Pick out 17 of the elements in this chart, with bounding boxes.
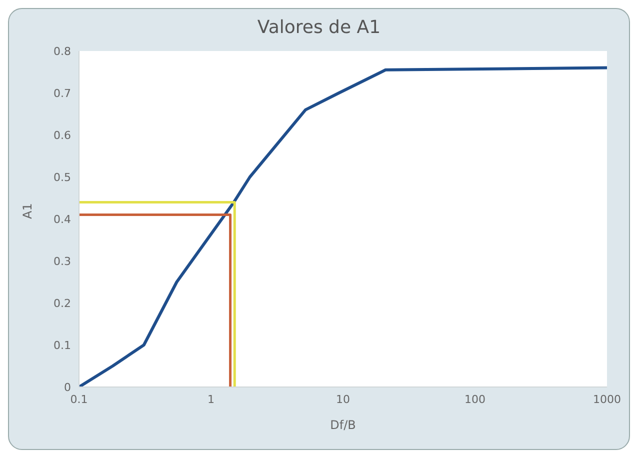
x-axis-title: Df/B	[330, 418, 356, 432]
y-tick-label: 0.3	[54, 254, 71, 268]
y-tick-label: 0.6	[54, 128, 71, 142]
x-tick-label: 0.1	[70, 392, 88, 406]
y-tick-label: 0.1	[54, 338, 71, 352]
y-tick-label: 0	[64, 380, 71, 394]
y-tick-label: 0.8	[54, 44, 71, 58]
x-tick-label: 1	[208, 392, 214, 406]
y-axis-title: A1	[20, 203, 34, 219]
y-tick-label: 0.5	[54, 170, 71, 184]
x-tick-label: 100	[464, 392, 486, 406]
chart-title: Valores de A1	[256, 16, 382, 40]
x-tick-label: 1000	[593, 392, 621, 406]
y-tick-label: 0.4	[54, 212, 71, 226]
x-tick-label: 10	[336, 392, 350, 406]
y-tick-label: 0.2	[54, 296, 71, 310]
y-tick-label: 0.7	[54, 86, 71, 100]
